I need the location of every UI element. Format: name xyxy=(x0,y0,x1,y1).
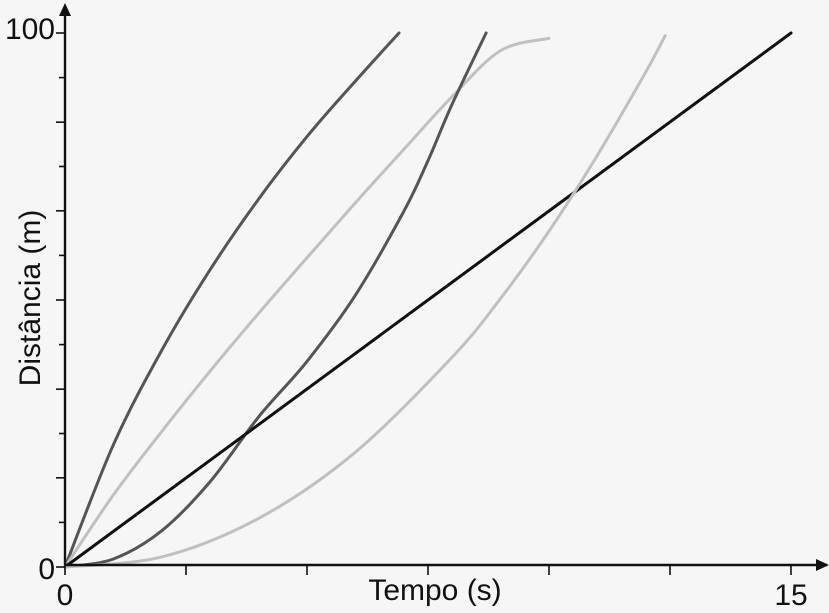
series-line-5 xyxy=(63,34,667,569)
x-axis-arrow-icon xyxy=(816,559,829,571)
x-tick-label-1: 15 xyxy=(774,579,807,612)
series-line-1 xyxy=(63,31,401,569)
y-tick-label-0: 0 xyxy=(38,553,55,586)
series-layer xyxy=(63,31,793,569)
x-axis-title: Tempo (s) xyxy=(368,574,501,607)
tick-labels-layer: 0 15 0 100 xyxy=(5,13,808,612)
y-axis-arrow-icon xyxy=(59,3,71,16)
series-line-4 xyxy=(63,31,793,569)
series-line-3 xyxy=(63,31,488,569)
y-tick-label-1: 100 xyxy=(5,13,55,46)
y-axis-title: Distância (m) xyxy=(14,210,47,387)
ticks-layer xyxy=(56,32,792,575)
x-tick-label-0: 0 xyxy=(57,579,74,612)
